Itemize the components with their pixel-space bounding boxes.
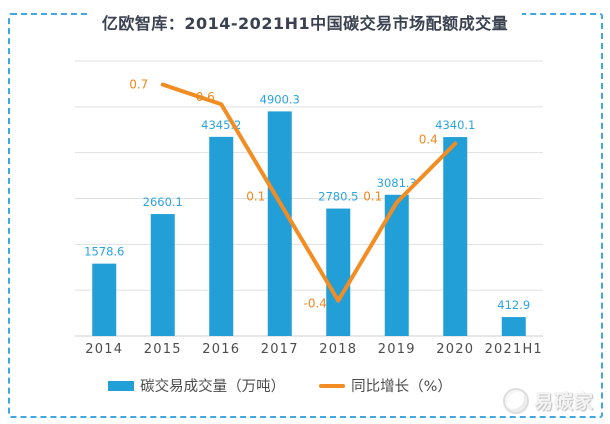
line-value-label: 0.6 — [196, 90, 215, 104]
bar-value-label: 3081.3 — [377, 176, 417, 190]
legend: 碳交易成交量（万吨） 同比增长（%） — [0, 375, 560, 396]
chart-title-text: 亿欧智库：2014-2021H1中国碳交易市场配额成交量 — [87, 10, 523, 34]
bar-2017 — [267, 111, 292, 336]
line-value-label: -0.4 — [304, 297, 327, 311]
yitanjia-logo-text: 易碳家 — [533, 391, 594, 413]
bar-value-label: 1578.6 — [84, 245, 124, 259]
chart-title: 亿欧智库：2014-2021H1中国碳交易市场配额成交量 — [0, 10, 610, 34]
legend-item-growth: 同比增长（%） — [319, 375, 452, 396]
x-tick-label: 2014 — [85, 342, 123, 357]
bar-2015 — [150, 214, 175, 336]
x-tick-label: 2021H1 — [485, 342, 543, 357]
bar-series-swatch-icon — [108, 380, 135, 391]
bar-value-label: 4340.1 — [435, 118, 475, 132]
x-tick-label: 2019 — [378, 342, 416, 357]
x-tick-label: 2016 — [202, 342, 240, 357]
line-value-label: 0.7 — [129, 78, 148, 92]
bar-value-label: 412.9 — [497, 298, 530, 312]
yitanjia-logo-icon — [502, 387, 529, 414]
bar-value-label: 2780.5 — [318, 190, 358, 204]
x-tick-label: 2015 — [144, 342, 182, 357]
line-value-label: 0.4 — [419, 133, 438, 147]
x-tick-label: 2017 — [261, 342, 299, 357]
yitanjia-watermark: 易碳家 — [502, 387, 594, 414]
legend-label-volume: 碳交易成交量（万吨） — [140, 379, 286, 395]
line-value-label: 0.1 — [363, 189, 382, 203]
x-tick-label: 2018 — [319, 342, 357, 357]
bar-2016 — [209, 136, 234, 336]
bar-value-label: 4900.3 — [260, 92, 300, 106]
line-series-swatch-icon — [319, 383, 346, 388]
legend-item-volume: 碳交易成交量（万吨） — [108, 375, 285, 396]
bar-2014 — [92, 263, 117, 336]
growth-line — [160, 82, 458, 303]
x-tick-label: 2020 — [436, 342, 474, 357]
bar-2021H1 — [501, 317, 526, 336]
legend-label-growth: 同比增长（%） — [351, 379, 452, 395]
bar-2020 — [443, 137, 468, 336]
bar-2018 — [326, 208, 351, 336]
line-value-label: 0.1 — [246, 189, 265, 203]
bar-value-label: 2660.1 — [143, 195, 183, 209]
